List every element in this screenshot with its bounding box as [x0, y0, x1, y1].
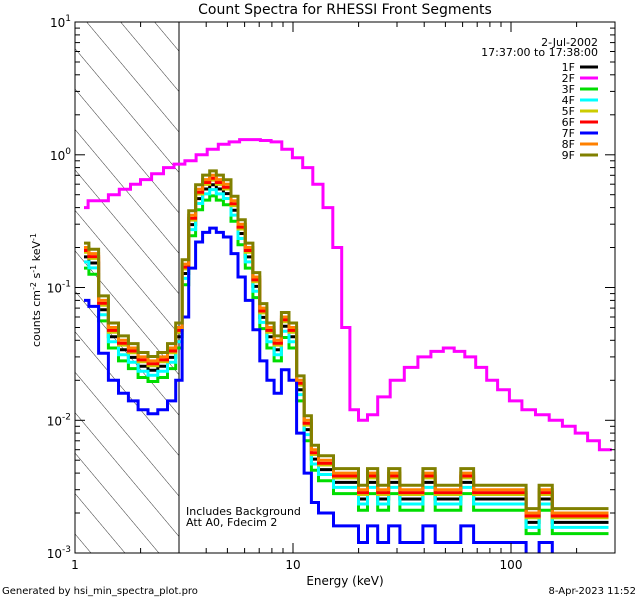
y-tick-label: 10-3 — [47, 545, 71, 561]
y-tick-label: 101 — [50, 14, 71, 30]
series-line-9F — [84, 169, 609, 511]
footer-timestamp: 8-Apr-2023 11:52 — [549, 586, 636, 597]
time-range-label: 17:37:00 to 17:38:00 — [481, 46, 598, 59]
annotation-line-2: Att A0, Fdecim 2 — [186, 516, 277, 529]
legend-label-8F: 8F — [562, 138, 575, 151]
excluded-energy-region — [75, 22, 179, 553]
x-tick-label: 10 — [285, 558, 300, 572]
footer-generator: Generated by hsi_min_spectra_plot.pro — [2, 586, 198, 597]
y-tick-label: 10-2 — [47, 412, 71, 428]
legend-label-1F: 1F — [562, 61, 575, 74]
legend-label-7F: 7F — [562, 127, 575, 140]
x-tick-label: 100 — [500, 558, 523, 572]
legend-label-2F: 2F — [562, 72, 575, 85]
series-line-7F — [84, 226, 554, 553]
chart-title: Count Spectra for RHESSI Front Segments — [198, 2, 492, 18]
legend-label-4F: 4F — [562, 94, 575, 107]
annotation-line-1: Includes Background — [186, 505, 301, 518]
x-tick-label: 1 — [71, 558, 79, 572]
legend-label-3F: 3F — [562, 83, 575, 96]
y-tick-label: 10-1 — [47, 280, 71, 296]
x-axis-label: Energy (keV) — [306, 574, 383, 588]
legend-label-9F: 9F — [562, 149, 575, 162]
legend-label-6F: 6F — [562, 116, 575, 129]
legend-label-5F: 5F — [562, 105, 575, 118]
y-tick-label: 100 — [50, 147, 71, 163]
series-line-2F — [84, 138, 612, 452]
y-axis-label: counts cm-2 s-1 keV-1 — [29, 233, 43, 347]
date-label: 2-Jul-2002 — [541, 36, 598, 49]
